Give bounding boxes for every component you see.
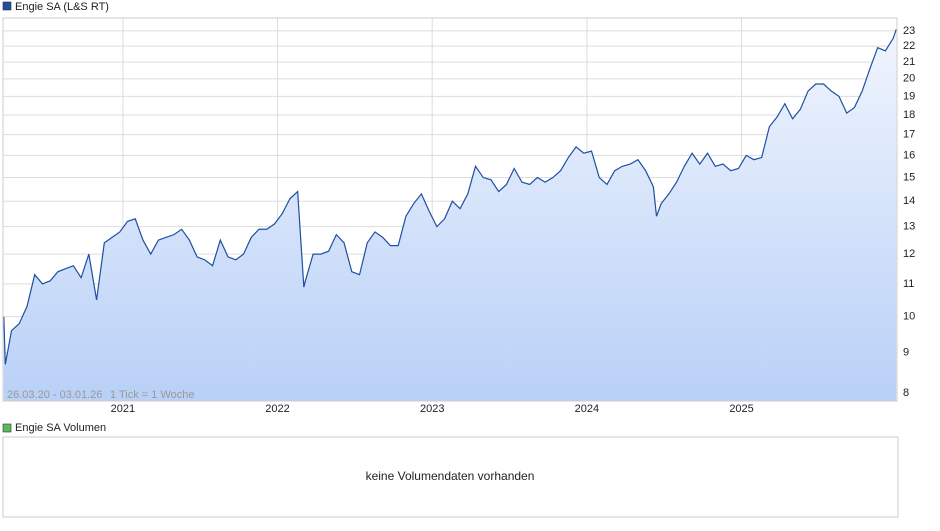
plot-border	[2, 17, 898, 402]
legend-label: Engie SA Volumen	[15, 422, 106, 434]
x-tick-label: 2021	[111, 403, 135, 415]
x-tick-label: 2025	[729, 403, 753, 415]
y-tick-label: 8	[903, 387, 909, 399]
y-tick-label: 13	[903, 221, 915, 233]
y-tick-label: 12	[903, 248, 915, 260]
x-tick-label: 2024	[575, 403, 599, 415]
y-tick-label: 15	[903, 171, 915, 183]
tick-note: 1 Tick = 1 Woche	[110, 389, 194, 401]
no-data-message: keine Volumendaten vorhanden	[366, 469, 535, 483]
y-tick-label: 10	[903, 311, 915, 323]
y-tick-label: 21	[903, 56, 915, 68]
y-tick-label: 22	[903, 40, 915, 52]
y-tick-label: 19	[903, 90, 915, 102]
y-tick-label: 16	[903, 149, 915, 161]
y-tick-label: 17	[903, 128, 915, 140]
price-line	[3, 29, 897, 365]
x-tick-label: 2022	[265, 403, 289, 415]
y-tick-label: 20	[903, 73, 915, 85]
y-tick-label: 9	[903, 347, 909, 359]
x-tick-label: 2023	[420, 403, 444, 415]
area	[3, 29, 897, 401]
volume-panel	[2, 436, 899, 518]
legend-swatch	[2, 423, 12, 433]
legend-label: Engie SA (L&S RT)	[15, 1, 109, 13]
y-tick-label: 18	[903, 109, 915, 121]
legend-swatch	[2, 1, 12, 11]
y-tick-label: 23	[903, 25, 915, 37]
period-label: 26.03.20 - 03.01.26	[7, 389, 102, 401]
y-tick-label: 11	[903, 278, 914, 290]
y-tick-label: 14	[903, 195, 915, 207]
